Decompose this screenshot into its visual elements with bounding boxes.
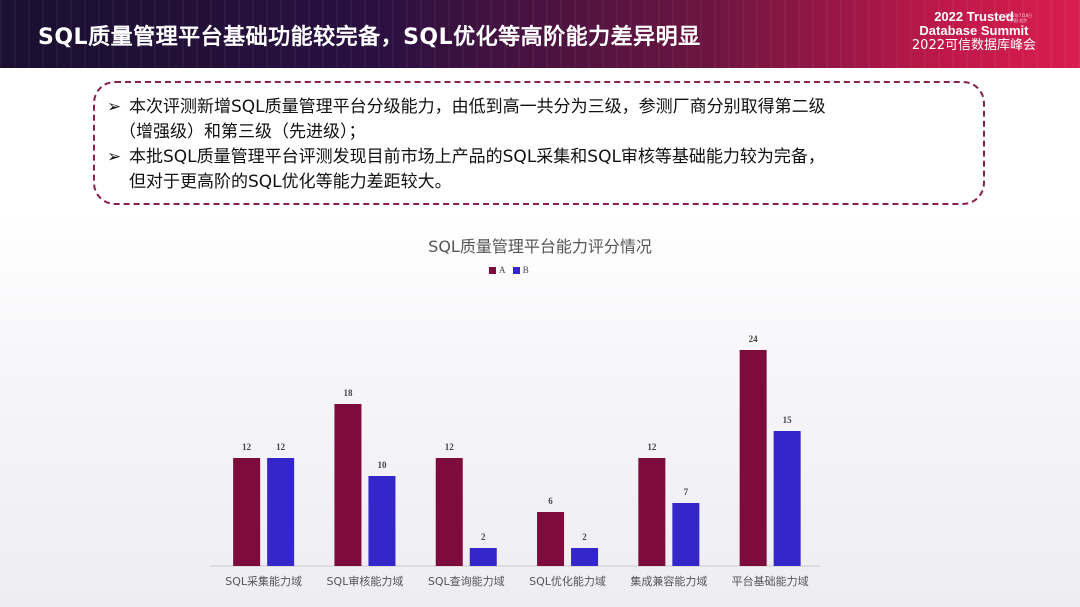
legend-swatch-a (489, 267, 496, 275)
legend-item-b: B (512, 265, 529, 275)
bullet-text-line: 本批SQL质量管理平台评测发现目前市场上产品的SQL采集和SQL审核等基础能力较… (129, 147, 825, 167)
bar-a (739, 350, 767, 566)
data-label: 7 (684, 487, 689, 497)
brand-line2: Database Summit (919, 23, 1029, 38)
bar-a (638, 458, 666, 566)
data-label: 12 (242, 442, 252, 452)
arrow-bullet-icon: ➢ (107, 147, 122, 167)
category-tick-label: 平台基础能力域 (732, 574, 809, 588)
bullet-text-line: 但对于更高阶的SQL优化等能力差距较大。 (129, 172, 452, 192)
data-label: 2 (481, 532, 486, 542)
legend-item-a: A (489, 265, 506, 275)
bar-a (435, 458, 463, 566)
arrow-bullet-icon: ➢ (107, 97, 122, 117)
chart-title: SQL质量管理平台能力评分情况 (428, 237, 652, 256)
bar-b (368, 476, 396, 566)
data-label: 10 (377, 460, 387, 470)
category-tick-label: 集成兼容能力域 (630, 574, 707, 588)
legend-swatch-b (512, 267, 520, 275)
bar-b (469, 548, 497, 566)
brand-location-line: 中国·北京 (1009, 18, 1027, 23)
data-label: 6 (548, 496, 553, 506)
category-tick-label: SQL优化能力域 (529, 574, 606, 588)
slide-title: SQL质量管理平台基础功能较完备，SQL优化等高阶能力差异明显 (38, 25, 701, 50)
bar-a (334, 404, 362, 566)
bullet-text-line: （增强级）和第三级（先进级）； (119, 122, 366, 142)
bar-b (267, 458, 295, 566)
header-banner: SQL质量管理平台基础功能较完备，SQL优化等高阶能力差异明显 2022 Tru… (0, 0, 1080, 68)
data-label: 12 (445, 442, 455, 452)
category-tick-label: SQL采集能力域 (225, 574, 302, 588)
brand-date-line: 2022年7月8日 (1004, 13, 1032, 18)
bar-b (672, 503, 700, 566)
brand-line3: 2022可信数据库峰会 (911, 38, 1036, 53)
bar-b (773, 431, 801, 566)
bar-a (537, 512, 565, 566)
data-label: 24 (749, 334, 759, 344)
summit-logo: 2022 Trusted Database Summit 2022可信数据库峰会… (912, 10, 1036, 54)
brand-date: 2022年7月8日 中国·北京 (1005, 13, 1032, 23)
category-tick-label: SQL审核能力域 (327, 574, 404, 588)
header-decoration (0, 0, 1080, 68)
data-label: 12 (647, 442, 657, 452)
data-label: 12 (276, 442, 286, 452)
bullet-text-line: 本次评测新增SQL质量管理平台分级能力，由低到高一共分为三级，参测厂商分别取得第… (129, 97, 826, 117)
data-label: 2 (582, 532, 587, 542)
bar-b (571, 548, 599, 566)
summary-box: ➢ 本次评测新增SQL质量管理平台分级能力，由低到高一共分为三级，参测厂商分别取… (93, 81, 985, 205)
data-label: 18 (343, 388, 353, 398)
category-tick-label: SQL查询能力域 (428, 574, 505, 588)
bar-a (233, 458, 261, 566)
legend-label-a: A (499, 265, 506, 275)
chart-legend: A B (489, 265, 534, 275)
brand-line1: 2022 Trusted (934, 9, 1014, 24)
legend-label-b: B (522, 265, 529, 275)
data-label: 15 (783, 415, 793, 425)
